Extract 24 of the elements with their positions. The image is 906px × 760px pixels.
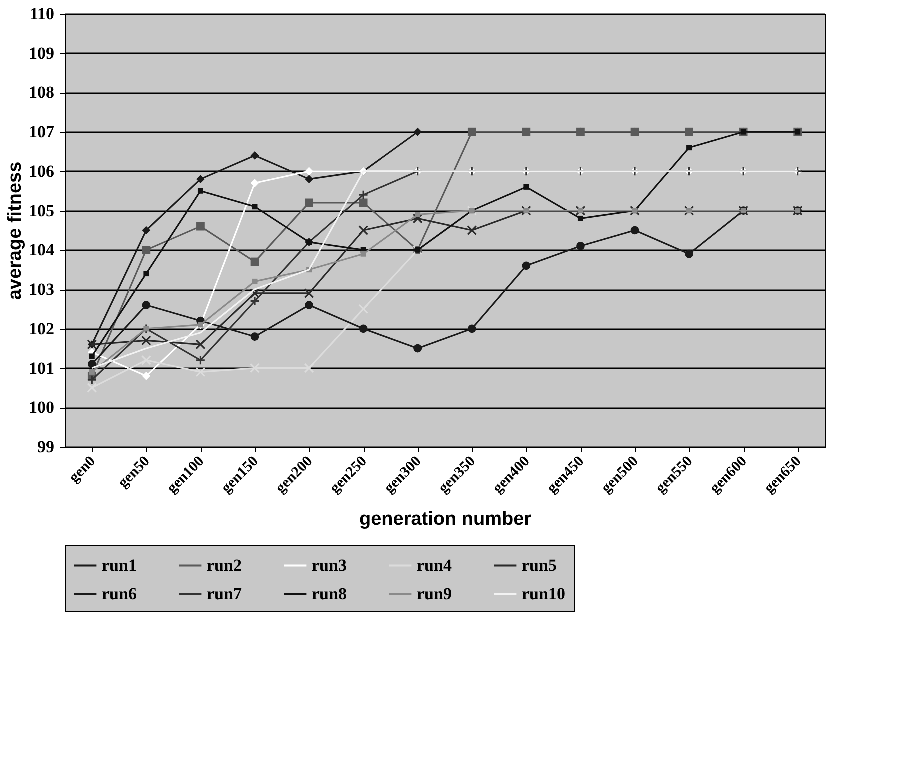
y-tick-label: 110 [30,4,54,24]
y-tick-label: 107 [29,122,55,142]
legend-label: run3 [312,556,347,575]
legend-label: run2 [207,556,242,575]
y-tick-label: 102 [29,319,54,338]
legend-label: run8 [312,584,347,604]
y-tick-label: 109 [29,44,54,63]
y-tick-label: 105 [29,201,54,220]
y-tick-label: 106 [29,162,54,181]
x-axis-title: generation number [359,508,532,530]
legend-label: run10 [522,584,566,604]
y-tick-label: 104 [29,240,55,260]
y-tick-label: 99 [38,438,54,456]
y-tick-label: 100 [29,398,54,418]
legend-label: run7 [207,584,242,604]
legend-label: run5 [522,556,557,575]
y-axis-title: average fitness [5,162,26,300]
legend-label: run9 [417,584,452,604]
y-tick-label: 103 [29,280,54,300]
legend-label: run6 [102,584,137,604]
legend-label: run1 [102,556,137,575]
legend-label: run4 [417,556,452,575]
y-tick-label: 101 [29,358,54,378]
y-tick-label: 108 [29,83,54,102]
